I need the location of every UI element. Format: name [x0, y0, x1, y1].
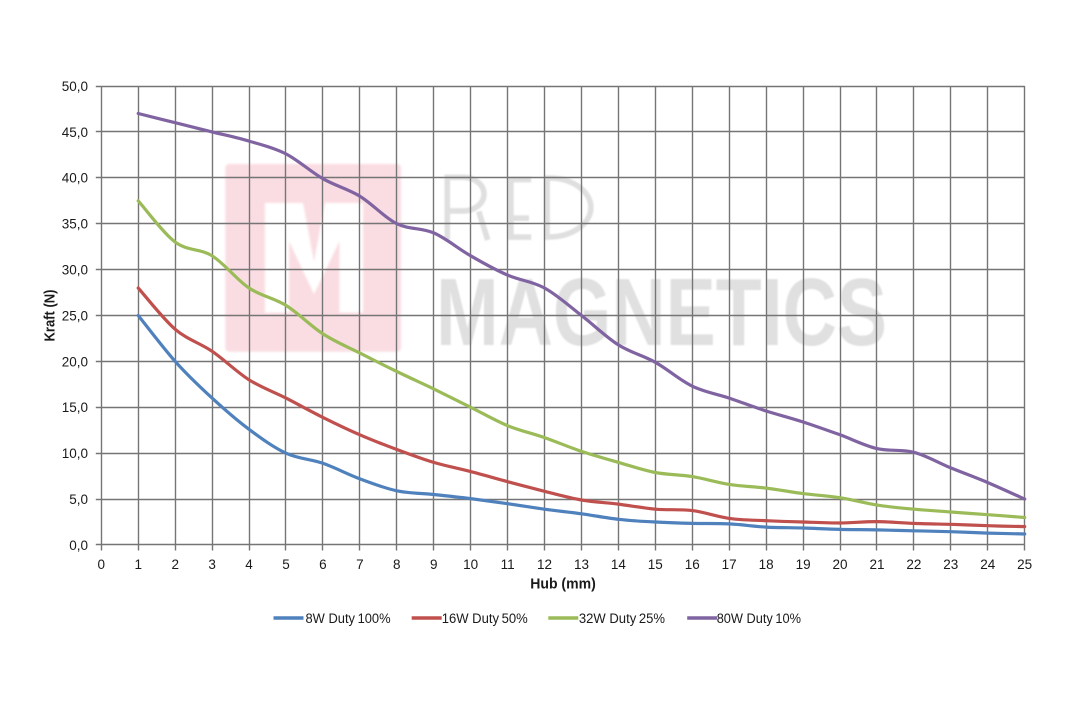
- svg-text:19: 19: [796, 557, 811, 572]
- svg-text:30,0: 30,0: [62, 263, 88, 278]
- svg-text:20,0: 20,0: [62, 354, 88, 369]
- svg-text:22: 22: [906, 557, 921, 572]
- svg-text:8: 8: [393, 557, 401, 572]
- svg-text:11: 11: [501, 557, 515, 572]
- svg-text:80W Duty 10%: 80W Duty 10%: [717, 611, 801, 626]
- svg-text:7: 7: [356, 557, 364, 572]
- svg-text:25,0: 25,0: [62, 308, 88, 323]
- svg-text:35,0: 35,0: [62, 217, 88, 232]
- svg-text:6: 6: [319, 557, 327, 572]
- svg-text:1: 1: [134, 557, 142, 572]
- svg-text:9: 9: [430, 557, 438, 572]
- svg-text:50,0: 50,0: [62, 79, 88, 94]
- svg-text:3: 3: [208, 557, 216, 572]
- svg-text:21: 21: [869, 557, 884, 572]
- svg-text:23: 23: [943, 557, 958, 572]
- svg-text:25: 25: [1017, 557, 1032, 572]
- svg-text:17: 17: [722, 557, 737, 572]
- svg-text:8W Duty 100%: 8W Duty 100%: [306, 611, 391, 626]
- svg-text:40,0: 40,0: [62, 171, 88, 186]
- svg-text:Kraft (N): Kraft (N): [42, 290, 59, 342]
- svg-text:5: 5: [282, 557, 290, 572]
- svg-text:4: 4: [245, 557, 253, 572]
- svg-text:10,0: 10,0: [62, 446, 88, 461]
- svg-text:45,0: 45,0: [62, 125, 88, 140]
- svg-text:MAGNETICS: MAGNETICS: [436, 259, 887, 366]
- svg-text:24: 24: [980, 557, 996, 572]
- svg-text:Hub (mm): Hub (mm): [530, 576, 596, 593]
- svg-text:15,0: 15,0: [62, 400, 88, 415]
- svg-text:0: 0: [98, 557, 106, 572]
- svg-text:18: 18: [759, 557, 774, 572]
- svg-text:16W Duty 50%: 16W Duty 50%: [442, 611, 528, 626]
- svg-text:20: 20: [832, 557, 847, 572]
- svg-text:13: 13: [574, 557, 589, 572]
- svg-text:2: 2: [171, 557, 179, 572]
- svg-text:14: 14: [611, 557, 627, 572]
- svg-text:12: 12: [537, 557, 552, 572]
- svg-text:16: 16: [685, 557, 700, 572]
- svg-text:32W Duty 25%: 32W Duty 25%: [579, 611, 665, 626]
- svg-text:5,0: 5,0: [69, 492, 88, 507]
- svg-text:0,0: 0,0: [69, 538, 88, 553]
- svg-text:15: 15: [648, 557, 663, 572]
- svg-text:10: 10: [463, 557, 478, 572]
